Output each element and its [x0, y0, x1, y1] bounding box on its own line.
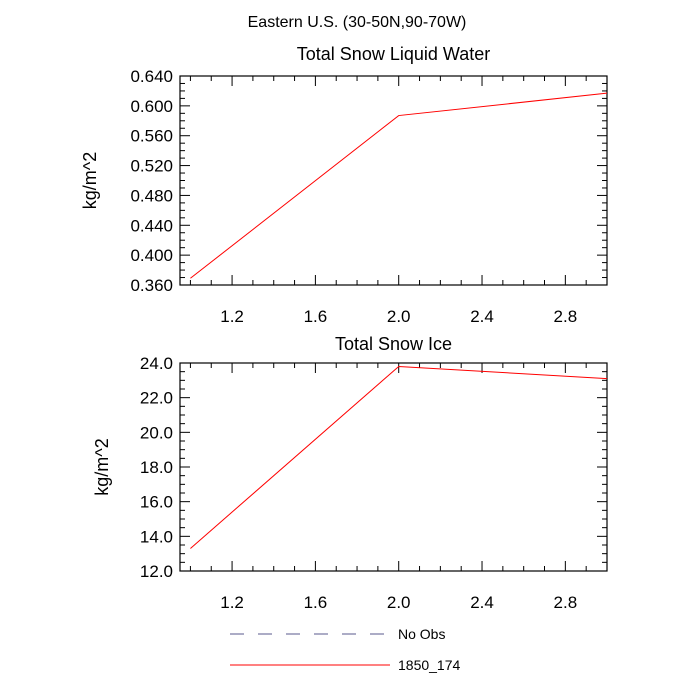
legend: No Obs 1850_174	[230, 626, 461, 673]
swe-x-tick-label: 1.6	[304, 307, 328, 326]
swe-y-tick-label: 0.600	[130, 97, 173, 116]
legend-label: No Obs	[398, 626, 445, 642]
swe-x-tick-label: 1.2	[220, 307, 244, 326]
ice-x-tick-label: 2.0	[387, 593, 411, 612]
swe-y-tick-label: 0.640	[130, 67, 173, 86]
ice-panel: Total Snow Ice kg/m^2 1.2 1.6 2.0 2.4 2.8 12.0 1…	[92, 334, 608, 612]
swe-chart-title: Total Snow Liquid Water	[297, 44, 490, 64]
swe-y-axis-label: kg/m^2	[80, 152, 100, 209]
ice-x-tick-label: 2.4	[470, 593, 494, 612]
swe-plot-frame	[179, 75, 608, 286]
swe-y-tick-label: 0.440	[130, 216, 173, 235]
swe-panel: Total Snow Liquid Water kg/m^2 1.2 1.6 2.0 2.…	[80, 44, 608, 326]
legend-label: 1850_174	[398, 657, 461, 673]
swe-x-tick-label: 2.8	[554, 307, 578, 326]
ice-y-tick-label: 18.0	[140, 458, 173, 477]
ice-y-tick-label: 22.0	[140, 389, 173, 408]
ice-y-tick-label: 16.0	[140, 493, 173, 512]
swe-y-tick-label: 0.360	[130, 276, 173, 295]
ice-x-tick-label: 1.2	[220, 593, 244, 612]
ice-y-axis-label: kg/m^2	[92, 438, 112, 495]
swe-x-tick-label: 2.4	[470, 307, 494, 326]
swe-y-tick-label: 0.480	[130, 186, 173, 205]
ice-y-tick-label: 12.0	[140, 562, 173, 581]
swe-y-tick-label: 0.560	[130, 127, 173, 146]
ice-y-tick-label: 24.0	[140, 354, 173, 373]
ice-x-tick-label: 1.6	[304, 593, 328, 612]
ice-y-tick-label: 14.0	[140, 527, 173, 546]
ice-chart-title: Total Snow Ice	[335, 334, 452, 354]
swe-series-line	[190, 92, 608, 279]
ice-x-tick-label: 2.8	[554, 593, 578, 612]
ice-y-tick-label: 20.0	[140, 423, 173, 442]
swe-x-tick-label: 2.0	[387, 307, 411, 326]
figure-title: Eastern U.S. (30-50N,90-70W)	[248, 14, 467, 31]
ice-plot-frame	[179, 362, 608, 572]
swe-y-tick-label: 0.400	[130, 246, 173, 265]
swe-y-tick-label: 0.520	[130, 157, 173, 176]
ice-series-line	[190, 365, 608, 549]
